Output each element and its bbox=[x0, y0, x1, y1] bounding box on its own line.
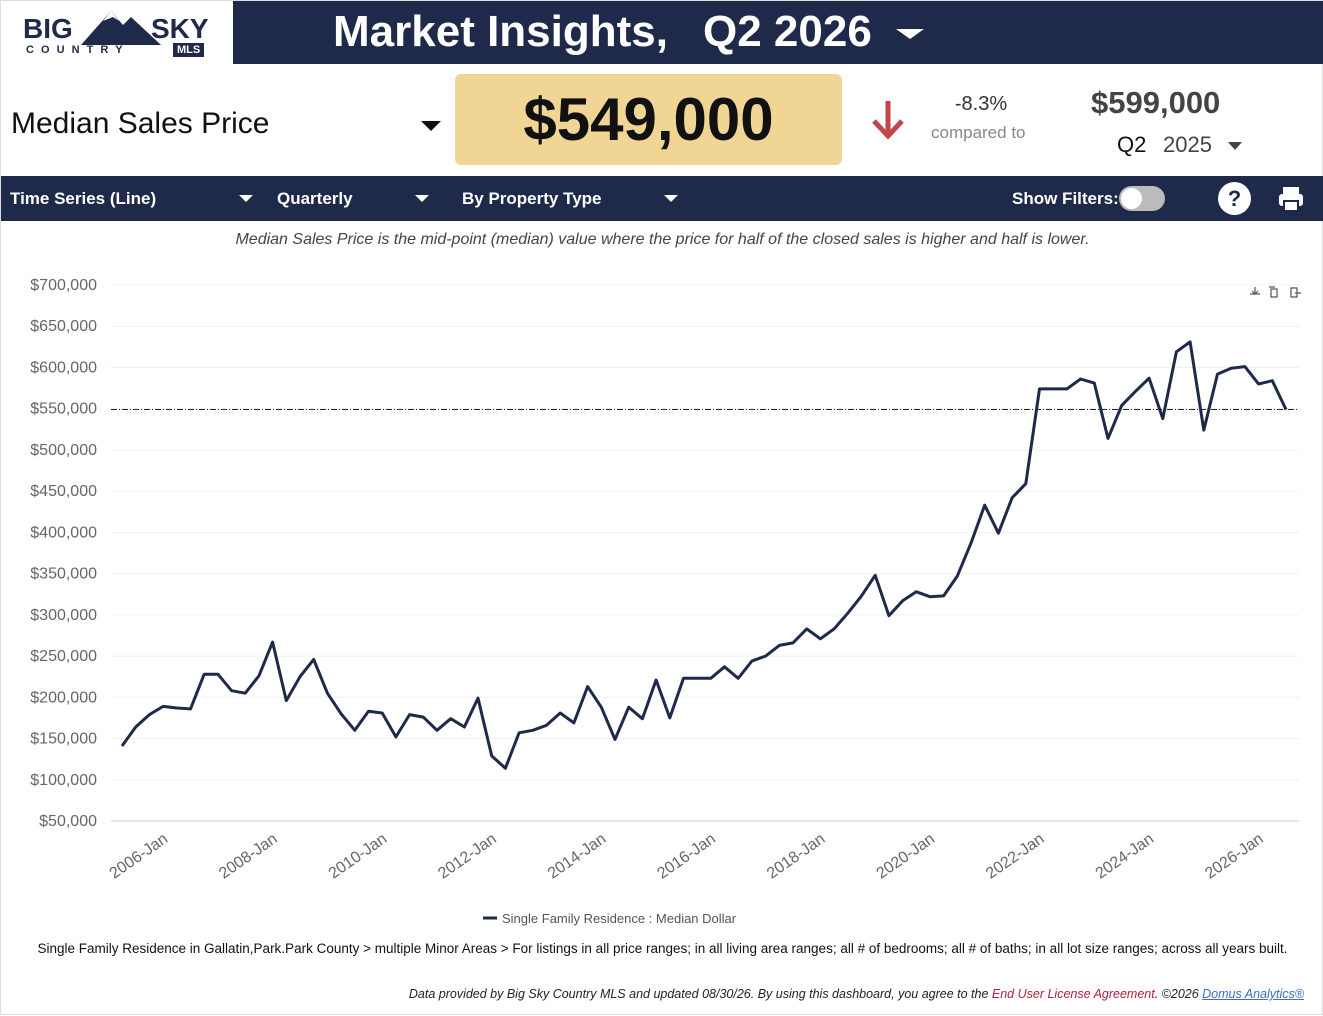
y-tick-label: $200,000 bbox=[30, 689, 97, 706]
x-tick-label: 2024-Jan bbox=[1093, 830, 1157, 882]
x-tick-label: 2006-Jan bbox=[107, 830, 171, 882]
toolbar bbox=[1, 176, 1323, 221]
y-tick-label: $400,000 bbox=[30, 524, 97, 541]
filters-label: Show Filters: bbox=[1012, 189, 1119, 208]
grouping-select[interactable]: By Property Type bbox=[462, 189, 678, 209]
y-tick-label: $250,000 bbox=[30, 648, 97, 665]
logo: BIG SKY C O U N T R Y MLS bbox=[23, 7, 223, 63]
logo-sky: SKY bbox=[151, 13, 209, 44]
download-icon[interactable] bbox=[1250, 287, 1260, 295]
metric-name: Median Sales Price bbox=[11, 107, 270, 140]
grouping-text: By Property Type bbox=[462, 189, 602, 208]
x-tick-label: 2026-Jan bbox=[1202, 830, 1266, 882]
logo-mountain bbox=[81, 11, 161, 45]
y-tick-label: $700,000 bbox=[30, 277, 97, 294]
x-tick-label: 2020-Jan bbox=[874, 830, 938, 882]
x-tick-label: 2008-Jan bbox=[216, 830, 280, 882]
brand-link[interactable]: Domus Analytics® bbox=[1202, 987, 1304, 1001]
footer-text: Data provided by Big Sky Country MLS and… bbox=[408, 987, 992, 1001]
header-bar: Market Insights, Q2 2026 bbox=[233, 1, 1323, 64]
y-tick-label: $650,000 bbox=[30, 318, 97, 335]
view-select[interactable]: Time Series (Line) bbox=[10, 189, 255, 209]
metric-value: $549,000 bbox=[455, 74, 842, 165]
legend-label: Single Family Residence : Median Dollar bbox=[502, 911, 737, 926]
logo-big: BIG bbox=[23, 13, 73, 44]
logo-mls: MLS bbox=[173, 43, 205, 57]
down-arrow bbox=[872, 101, 904, 140]
compare-year-text: 2025 bbox=[1163, 132, 1212, 157]
filters-toggle[interactable] bbox=[1119, 186, 1165, 211]
description: Median Sales Price is the mid-point (med… bbox=[235, 231, 1090, 248]
copy-icon[interactable] bbox=[1269, 286, 1278, 298]
period-text: Q2 2026 bbox=[703, 7, 872, 56]
x-tick-label: 2018-Jan bbox=[764, 830, 828, 882]
view-text: Time Series (Line) bbox=[10, 189, 157, 208]
logo-country: C O U N T R Y bbox=[26, 44, 125, 56]
y-tick-label: $150,000 bbox=[30, 731, 97, 748]
interval-select[interactable]: Quarterly bbox=[277, 189, 429, 209]
header-title: Market Insights, bbox=[333, 7, 668, 56]
y-tick-label: $450,000 bbox=[30, 483, 97, 500]
x-tick-label: 2016-Jan bbox=[654, 830, 718, 882]
caret bbox=[664, 195, 678, 202]
interval-text: Quarterly bbox=[277, 189, 353, 208]
footer: Data provided by Big Sky Country MLS and… bbox=[409, 987, 1304, 1001]
caret bbox=[421, 121, 441, 131]
print-button[interactable] bbox=[1277, 185, 1305, 213]
metric-select[interactable]: Median Sales Price bbox=[11, 107, 441, 141]
y-tick-label: $600,000 bbox=[30, 359, 97, 376]
x-tick-label: 2010-Jan bbox=[326, 830, 390, 882]
caret bbox=[1227, 142, 1242, 151]
y-tick-label: $550,000 bbox=[30, 401, 97, 418]
caret bbox=[239, 195, 253, 202]
y-tick-label: $300,000 bbox=[30, 607, 97, 624]
export-icon[interactable] bbox=[1290, 287, 1301, 298]
metric-change: -8.3% bbox=[954, 93, 1008, 115]
compare-quarter: Q2 bbox=[1117, 132, 1147, 157]
y-tick-label: $50,000 bbox=[39, 813, 97, 830]
series-line bbox=[120, 340, 1288, 770]
x-tick-label: 2012-Jan bbox=[435, 830, 499, 882]
help-button[interactable]: ? bbox=[1218, 182, 1251, 215]
x-tick-label: 2022-Jan bbox=[983, 830, 1047, 882]
caret bbox=[896, 29, 925, 40]
y-tick-label: $350,000 bbox=[30, 566, 97, 583]
compare-year[interactable]: 2025 bbox=[1163, 132, 1242, 158]
compared-label: compared to bbox=[931, 123, 1026, 142]
caret bbox=[415, 195, 429, 202]
x-tick-label: 2014-Jan bbox=[545, 830, 609, 882]
period-select[interactable]: Q2 2026 bbox=[703, 7, 925, 57]
y-tick-label: $500,000 bbox=[30, 442, 97, 459]
y-tick-label: $100,000 bbox=[30, 772, 97, 789]
footer-text: . ©2026 bbox=[1154, 987, 1203, 1001]
eula-link[interactable]: End User License Agreement bbox=[991, 987, 1155, 1001]
compare-value: $599,000 bbox=[1091, 85, 1221, 120]
filter-summary: Single Family Residence in Gallatin,Park… bbox=[37, 941, 1288, 956]
toggle-knob bbox=[1121, 188, 1142, 209]
